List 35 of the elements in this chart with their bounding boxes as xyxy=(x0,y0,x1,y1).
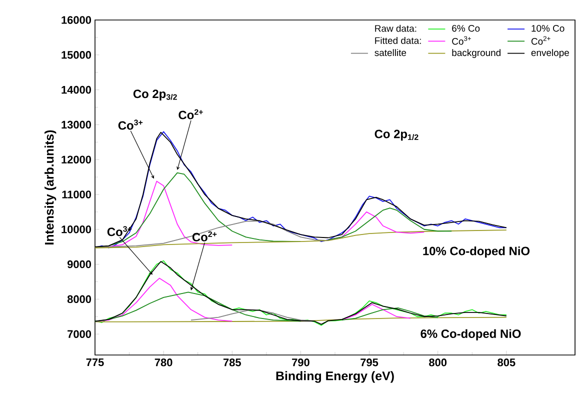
y-tick-label: 8000 xyxy=(67,295,92,304)
annotation: Co 2p$_{3/2}$ xyxy=(133,90,177,100)
x-tick-label: 785 xyxy=(223,358,241,366)
x-axis-title: Binding Energy (eV) xyxy=(276,371,394,383)
x-tick-label: 780 xyxy=(154,358,172,366)
y-tick-label: 14000 xyxy=(62,86,92,94)
legend-label: satellite xyxy=(374,49,406,56)
y-tick-label: 9000 xyxy=(67,260,92,268)
y-tick-label: 10000 xyxy=(62,226,92,234)
y-tick-label: 12000 xyxy=(62,156,92,164)
x-tick-label: 800 xyxy=(429,358,447,366)
legend-label: 10% Co xyxy=(532,24,564,32)
legend-label: 6% Co xyxy=(452,24,480,32)
y-tick-label: 15000 xyxy=(62,51,92,59)
annotation: Fitted data: xyxy=(375,36,421,44)
annotation: Co$^{3+}$ xyxy=(118,120,143,130)
legend-label: Co$^{3+}$ xyxy=(452,36,471,45)
x-tick-label: 805 xyxy=(498,358,516,366)
y-tick-label: 13000 xyxy=(62,120,92,129)
y-tick-label: 16000 xyxy=(62,16,92,24)
x-tick-label: 790 xyxy=(292,358,310,366)
annotation: Co$^{2+}$ xyxy=(178,109,203,120)
annotation: 10% Co-doped NiO xyxy=(423,246,530,258)
annotation: Co$^{2+}$ xyxy=(192,231,217,242)
legend-label: background xyxy=(452,49,500,58)
annotation: 6% Co-doped NiO xyxy=(420,329,521,340)
legend-label: Co$^{2+}$ xyxy=(531,36,550,45)
x-tick-label: 795 xyxy=(360,358,378,366)
annotation: Co 2p$_{1/2}$ xyxy=(374,130,418,141)
y-tick-label: 11000 xyxy=(62,190,92,198)
legend-label: envelope xyxy=(531,49,569,58)
y-axis-title: Intensity (arb.units) xyxy=(44,130,56,244)
x-tick-label: 775 xyxy=(86,358,104,366)
annotation: Raw data: xyxy=(375,24,416,32)
y-tick-label: 7000 xyxy=(68,330,92,338)
